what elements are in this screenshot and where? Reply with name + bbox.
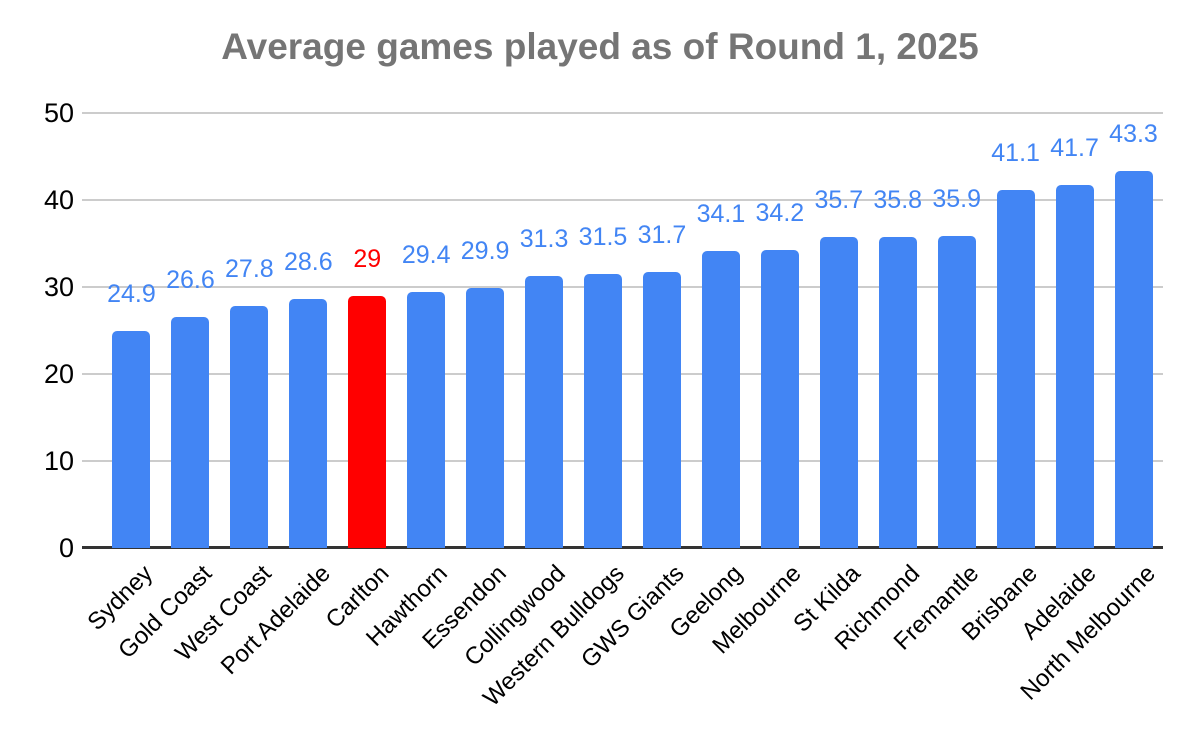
bar xyxy=(525,275,564,548)
bar xyxy=(996,190,1035,548)
bar xyxy=(584,273,623,548)
bar xyxy=(701,251,740,548)
bar xyxy=(289,299,328,548)
y-tick-label: 30 xyxy=(43,272,74,302)
bar-value-label: 34.1 xyxy=(696,200,746,229)
bar-value-label: 31.7 xyxy=(637,221,687,250)
gridline xyxy=(82,199,1163,201)
x-axis-baseline xyxy=(82,546,1163,549)
bar-value-label: 31.5 xyxy=(578,222,628,251)
bar xyxy=(819,237,858,548)
y-tick-label: 20 xyxy=(43,359,74,389)
bar-value-label: 35.7 xyxy=(814,186,864,215)
bar xyxy=(407,292,446,548)
bar-value-label: 35.8 xyxy=(873,185,923,214)
bar xyxy=(878,236,917,548)
bar-value-label: 41.1 xyxy=(991,139,1040,168)
bar xyxy=(642,272,681,548)
y-tick-label: 0 xyxy=(58,533,74,563)
bar-value-label: 29 xyxy=(353,244,382,273)
bar-value-label: 29.4 xyxy=(401,241,451,270)
bar xyxy=(937,235,976,548)
bar xyxy=(1055,185,1094,548)
y-tick-label: 50 xyxy=(43,98,74,128)
bar-value-label: 34.2 xyxy=(755,199,805,228)
gridline xyxy=(82,112,1163,114)
bar xyxy=(171,316,210,548)
bar xyxy=(760,250,799,548)
bar xyxy=(230,306,269,548)
chart-title: Average games played as of Round 1, 2025 xyxy=(221,26,979,67)
bar-value-label: 31.3 xyxy=(519,224,569,253)
bar-value-label: 27.8 xyxy=(225,255,274,284)
bar-value-label: 29.9 xyxy=(460,236,510,265)
bar-value-label: 41.7 xyxy=(1050,134,1099,163)
y-tick-label: 10 xyxy=(43,446,74,476)
y-tick-label: 40 xyxy=(43,185,74,215)
bar-value-label: 24.9 xyxy=(107,280,156,309)
bar-highlight xyxy=(348,295,387,548)
bar xyxy=(112,331,151,548)
bar-value-label: 35.9 xyxy=(932,184,982,213)
bar-value-label: 43.3 xyxy=(1109,120,1158,149)
bar xyxy=(466,287,505,548)
bar xyxy=(1114,171,1153,548)
bar-value-label: 26.6 xyxy=(166,265,215,294)
gridline xyxy=(82,286,1163,288)
bar-value-label: 28.6 xyxy=(283,248,333,277)
gridline xyxy=(82,373,1163,375)
gridline xyxy=(82,460,1163,462)
